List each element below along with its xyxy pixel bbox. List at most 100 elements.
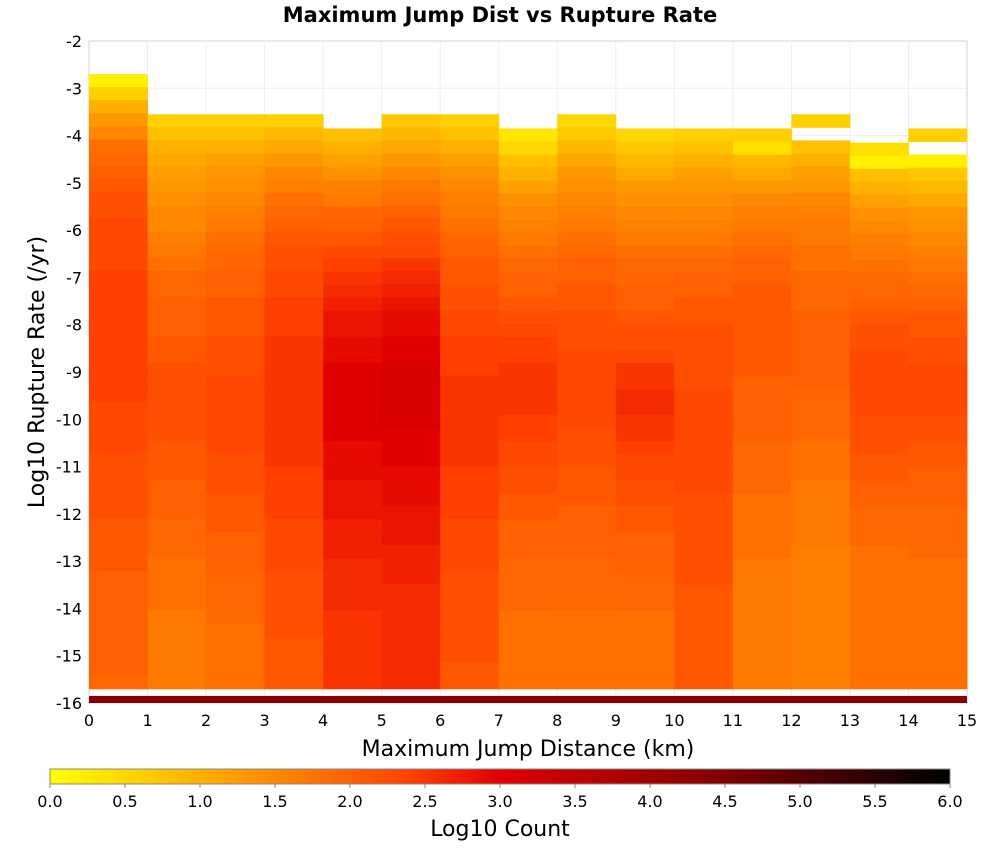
x-tick-label: 0 xyxy=(84,711,94,730)
heatmap-cell xyxy=(440,192,500,207)
heatmap-cell xyxy=(791,140,851,154)
heatmap-cell xyxy=(557,479,617,494)
heatmap-cell xyxy=(89,348,149,363)
heatmap-cell xyxy=(908,284,968,299)
heatmap-cell xyxy=(89,387,149,402)
heatmap-cell xyxy=(440,519,500,533)
heatmap-cell xyxy=(89,296,149,311)
heatmap-cell xyxy=(849,389,909,404)
heatmap-cell xyxy=(908,258,968,273)
heatmap-cell xyxy=(557,127,617,141)
colorbar-tick-label: 2.5 xyxy=(412,792,437,811)
heatmap-cell xyxy=(264,506,324,520)
heatmap-cell xyxy=(264,675,324,690)
heatmap-cell xyxy=(791,584,851,598)
heatmap-cell xyxy=(791,610,851,625)
heatmap-cell xyxy=(264,349,324,363)
heatmap-cell xyxy=(732,545,792,560)
heatmap-cell xyxy=(440,558,500,572)
heatmap-cell xyxy=(89,649,149,664)
heatmap-cell xyxy=(498,675,558,690)
heatmap-cell xyxy=(557,584,617,598)
heatmap-cell xyxy=(908,389,968,403)
heatmap-cell xyxy=(440,336,500,350)
heatmap-cell xyxy=(674,389,734,403)
colorbar-tick-label: 2.0 xyxy=(337,792,362,811)
heatmap-cell xyxy=(323,649,383,664)
heatmap-cell xyxy=(264,270,324,285)
heatmap-cell xyxy=(849,324,909,339)
heatmap-cell xyxy=(440,231,500,246)
heatmap-cell xyxy=(674,428,734,442)
heatmap-cell xyxy=(615,350,675,364)
heatmap-cell xyxy=(615,610,675,625)
heatmap-cell xyxy=(674,128,734,143)
heatmap-cell xyxy=(615,323,675,338)
heatmap-cell xyxy=(791,114,851,128)
heatmap-cell xyxy=(206,649,266,664)
heatmap-cell xyxy=(440,610,500,625)
heatmap-cell xyxy=(147,414,207,429)
heatmap-cell xyxy=(674,310,734,325)
heatmap-cell xyxy=(791,362,851,376)
heatmap-cell xyxy=(557,140,617,154)
heatmap-cell xyxy=(323,141,383,156)
heatmap-cell xyxy=(674,180,734,195)
heatmap-cell xyxy=(440,244,500,259)
y-tick-label: -3 xyxy=(66,79,82,98)
heatmap-cell xyxy=(381,297,441,311)
heatmap-cell xyxy=(381,244,441,259)
heatmap-cell xyxy=(732,389,792,403)
heatmap-cell xyxy=(206,218,266,233)
heatmap-cell xyxy=(89,544,149,559)
heatmap-cell xyxy=(440,597,500,611)
heatmap-cell xyxy=(908,662,968,677)
heatmap-cell xyxy=(557,231,617,246)
heatmap-cell xyxy=(381,323,441,337)
heatmap-cell xyxy=(381,466,441,481)
heatmap-cell xyxy=(147,166,207,181)
heatmap-cell xyxy=(323,558,383,573)
heatmap-cell xyxy=(732,219,792,234)
heatmap-cell xyxy=(732,297,792,312)
heatmap-cell xyxy=(791,649,851,664)
heatmap-cell xyxy=(908,467,968,481)
heatmap-cell xyxy=(206,440,266,455)
heatmap-cell xyxy=(89,113,149,127)
heatmap-cell xyxy=(908,350,968,364)
heatmap-cell xyxy=(89,518,149,533)
heatmap-cell xyxy=(615,675,675,690)
heatmap-cell xyxy=(381,558,441,572)
heatmap-cell xyxy=(323,193,383,208)
heatmap-cell xyxy=(849,610,909,625)
heatmap-cell xyxy=(323,310,383,325)
heatmap-cell xyxy=(791,257,851,272)
heatmap-cell xyxy=(615,310,675,325)
y-tick-label: -16 xyxy=(56,694,82,713)
heatmap-cell xyxy=(557,453,617,468)
heatmap-cell xyxy=(323,545,383,560)
heatmap-cell xyxy=(674,258,734,273)
heatmap-cell xyxy=(323,154,383,169)
colorbar-tick-label: 0.5 xyxy=(112,792,137,811)
x-tick-label: 4 xyxy=(318,711,328,730)
heatmap-cell xyxy=(264,662,324,677)
heatmap-cell xyxy=(732,597,792,612)
heatmap-cell xyxy=(557,179,617,194)
heatmap-cell xyxy=(89,374,149,389)
heatmap-cell xyxy=(89,100,149,114)
heatmap-cell xyxy=(791,466,851,481)
heatmap-cell xyxy=(732,428,792,442)
heatmap-cell xyxy=(381,231,441,246)
heatmap-cell xyxy=(381,179,441,194)
heatmap-cell xyxy=(674,154,734,169)
heatmap-cell xyxy=(206,244,266,259)
heatmap-cell xyxy=(264,218,324,233)
heatmap-cell xyxy=(381,127,441,141)
heatmap-cell xyxy=(440,166,500,181)
heatmap-cell xyxy=(674,571,734,586)
heatmap-cell xyxy=(615,141,675,156)
heatmap-cell xyxy=(498,232,558,247)
heatmap-cell xyxy=(674,284,734,299)
heatmap-cell xyxy=(206,179,266,194)
